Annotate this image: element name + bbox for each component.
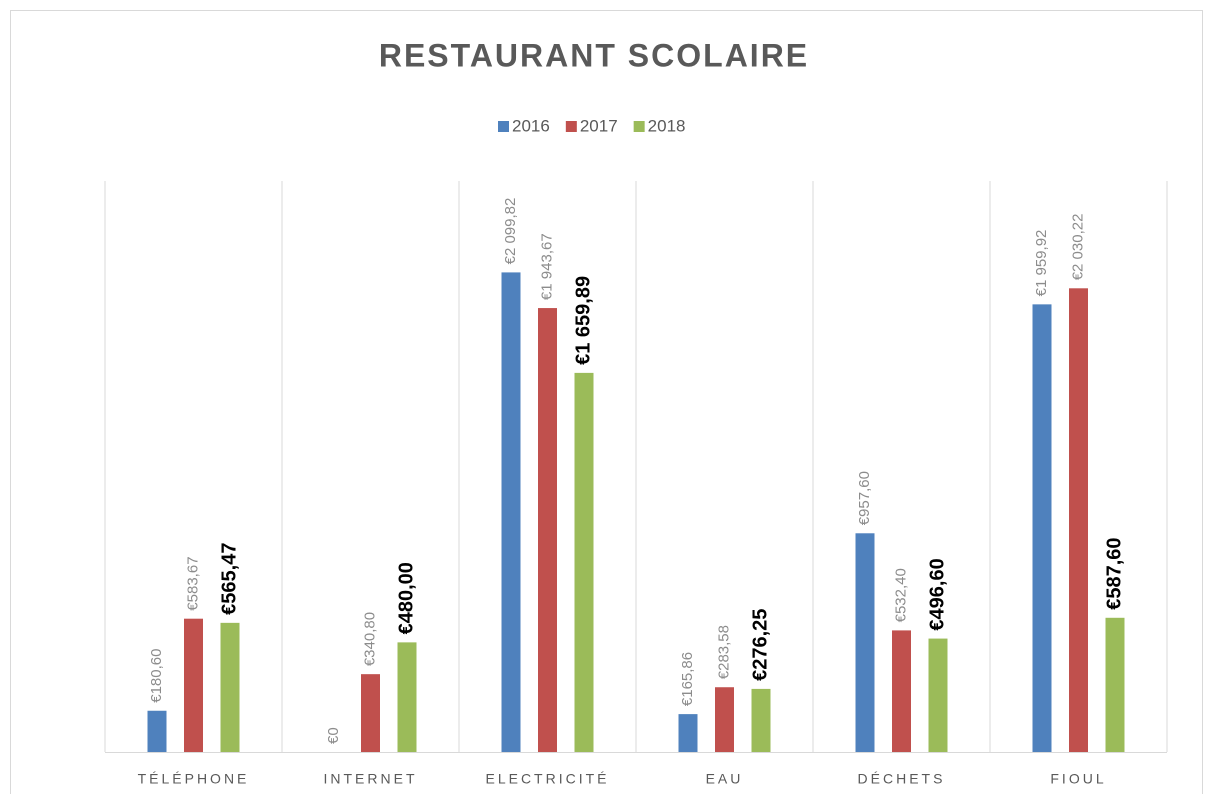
data-label: €2 099,82 — [502, 198, 519, 265]
legend-swatch — [633, 121, 645, 132]
bar — [184, 618, 203, 752]
x-tick-label: EAU — [706, 771, 744, 787]
bar — [751, 688, 771, 752]
data-label: €496,60 — [926, 558, 948, 630]
bar — [361, 674, 380, 752]
x-tick-label: DÉCHETS — [858, 771, 946, 787]
bar — [538, 308, 557, 752]
data-label: €583,67 — [184, 556, 201, 610]
data-label: €1 659,89 — [572, 276, 594, 365]
legend-label: 2017 — [580, 116, 618, 135]
chart-title: RESTAURANT SCOLAIRE — [379, 37, 809, 73]
data-label: €165,86 — [679, 652, 696, 706]
legend-label: 2018 — [648, 116, 686, 135]
bar — [855, 533, 875, 752]
data-label: €0 — [325, 727, 342, 744]
data-label: €1 943,67 — [538, 233, 555, 300]
bar — [928, 638, 948, 752]
x-tick-label: TÉLÉPHONE — [138, 771, 250, 787]
bar — [1069, 288, 1088, 752]
legend-swatch — [498, 121, 509, 132]
data-label: €180,60 — [148, 649, 165, 703]
data-label: €283,58 — [715, 625, 732, 679]
data-label: €532,40 — [892, 568, 909, 622]
bar — [397, 642, 417, 752]
bar — [574, 372, 594, 752]
x-tick-label: INTERNET — [324, 771, 418, 787]
bar — [678, 714, 698, 752]
legend-label: 2016 — [512, 116, 550, 135]
data-label: €565,47 — [218, 543, 240, 615]
data-label: €957,60 — [856, 471, 873, 525]
data-label: €587,60 — [1103, 537, 1125, 609]
legend-swatch — [565, 121, 577, 132]
data-label: €276,25 — [749, 609, 771, 681]
data-label: €480,00 — [395, 562, 417, 634]
x-tick-label: FIOUL — [1050, 771, 1106, 787]
bar — [1105, 617, 1125, 752]
bar — [892, 630, 911, 752]
bar — [715, 687, 734, 752]
chart-frame — [10, 10, 1203, 794]
data-label: €1 959,92 — [1033, 230, 1050, 297]
bar — [147, 710, 167, 752]
data-label: €340,80 — [361, 612, 378, 666]
bar — [1032, 304, 1052, 752]
bar — [220, 622, 240, 752]
data-label: €2 030,22 — [1069, 214, 1086, 281]
bar — [501, 272, 521, 752]
x-tick-label: ELECTRICITÉ — [485, 771, 609, 787]
